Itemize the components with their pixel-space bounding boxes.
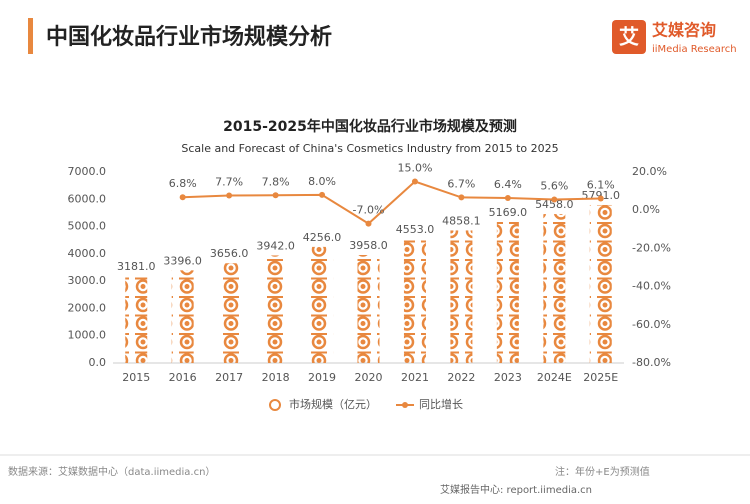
bar-value-label: 3958.0	[349, 239, 388, 252]
logo-box	[612, 20, 646, 54]
chart-title: 2015-2025年中国化妆品行业市场规模及预测	[223, 118, 517, 135]
growth-value-label: 7.8%	[262, 175, 290, 188]
bar	[589, 204, 612, 363]
bar-value-label: 5458.0	[535, 198, 574, 211]
y2-tick-label: -20.0%	[632, 241, 671, 254]
legend-swatch	[269, 399, 281, 411]
bar	[403, 238, 426, 363]
bar	[357, 255, 380, 363]
x-tick-label: 2020	[355, 371, 383, 384]
bar-value-label: 3181.0	[117, 260, 156, 273]
bar-value-label: 3396.0	[163, 254, 202, 267]
x-tick-label: 2021	[401, 371, 429, 384]
logo-icon: 艾	[619, 25, 639, 49]
bar-value-label: 3656.0	[210, 247, 249, 260]
growth-value-label: 5.6%	[540, 180, 568, 193]
growth-value-label: 15.0%	[397, 162, 432, 175]
x-tick-label: 2017	[215, 371, 243, 384]
growth-value-label: 8.0%	[308, 175, 336, 188]
y-tick-label: 3000.0	[68, 274, 107, 287]
bar-value-label: 3942.0	[256, 239, 295, 252]
logo-cn: 艾媒咨询	[652, 21, 716, 40]
report-link: 艾媒报告中心: report.iimedia.cn	[440, 483, 592, 496]
logo-en: iiMedia Research	[652, 44, 737, 55]
growth-point	[458, 194, 465, 201]
bar-value-label: 4553.0	[396, 223, 435, 236]
growth-line	[182, 180, 601, 225]
note: 注：年份+E为预测值	[555, 465, 650, 478]
bar	[543, 214, 566, 363]
legend-label: 市场规模（亿元）	[289, 397, 377, 411]
source: 数据来源：艾媒数据中心（data.iimedia.cn）	[8, 465, 215, 478]
y-tick-label: 0.0	[89, 356, 107, 369]
bar-value-label: 5169.0	[489, 206, 528, 219]
growth-point	[597, 195, 604, 202]
legend-dot	[402, 402, 408, 408]
x-tick-label: 2023	[494, 371, 522, 384]
growth-value-label: 6.1%	[587, 179, 615, 192]
growth-value-label: 7.7%	[215, 175, 243, 188]
x-tick-label: 2015	[122, 371, 150, 384]
bar	[171, 270, 194, 363]
growth-point	[226, 192, 233, 199]
growth-point	[179, 194, 186, 201]
growth-point	[365, 220, 372, 227]
growth-value-label: -7.0%	[353, 204, 385, 217]
bar-value-label: 4858.1	[442, 214, 481, 227]
growth-point	[551, 196, 558, 203]
x-tick-label: 2018	[262, 371, 290, 384]
page-title: 中国化妆品行业市场规模分析	[46, 24, 332, 50]
x-tick-label: 2024E	[537, 371, 572, 384]
bar	[496, 221, 519, 363]
legend-label: 同比增长	[419, 397, 463, 411]
y-tick-label: 4000.0	[68, 247, 107, 260]
x-tick-label: 2022	[447, 371, 475, 384]
y-tick-label: 2000.0	[68, 301, 107, 314]
bar	[264, 255, 287, 363]
growth-value-label: 6.7%	[447, 177, 475, 190]
y2-tick-label: 20.0%	[632, 165, 667, 178]
y2-tick-label: -40.0%	[632, 280, 671, 293]
bar	[450, 230, 473, 363]
bar-value-label: 4256.0	[303, 231, 342, 244]
y2-tick-label: -80.0%	[632, 356, 671, 369]
growth-point	[319, 191, 326, 198]
y-tick-label: 1000.0	[68, 329, 107, 342]
y-tick-label: 7000.0	[68, 165, 107, 178]
bar	[218, 263, 241, 363]
growth-point	[504, 194, 511, 201]
y2-tick-label: -60.0%	[632, 318, 671, 331]
y-tick-label: 6000.0	[68, 192, 107, 205]
title-accent	[28, 18, 33, 54]
y-tick-label: 5000.0	[68, 220, 107, 233]
growth-value-label: 6.8%	[169, 177, 197, 190]
x-tick-label: 2025E	[583, 371, 618, 384]
x-tick-label: 2016	[169, 371, 197, 384]
bar	[311, 246, 334, 363]
growth-value-label: 6.4%	[494, 178, 522, 191]
x-tick-label: 2019	[308, 371, 336, 384]
growth-point	[272, 192, 279, 199]
bar	[125, 276, 148, 363]
growth-point	[411, 178, 418, 185]
chart-subtitle: Scale and Forecast of China's Cosmetics …	[181, 142, 558, 155]
y2-tick-label: 0.0%	[632, 203, 660, 216]
